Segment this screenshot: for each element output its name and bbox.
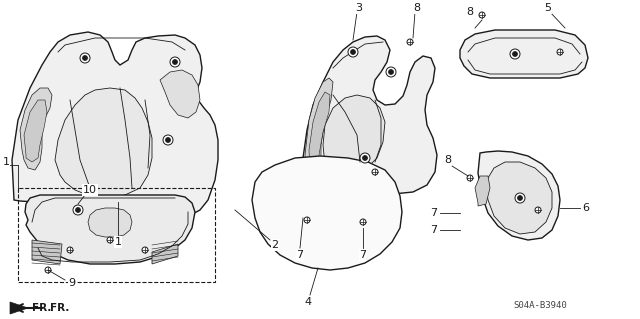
Circle shape — [170, 57, 180, 67]
Text: FR.: FR. — [50, 303, 69, 313]
Text: FR.: FR. — [32, 303, 51, 313]
Text: 1: 1 — [3, 157, 10, 167]
Polygon shape — [460, 30, 588, 78]
Text: 3: 3 — [355, 3, 362, 13]
Polygon shape — [323, 95, 385, 172]
Text: 8: 8 — [467, 7, 474, 17]
Circle shape — [107, 237, 113, 243]
Circle shape — [362, 155, 367, 160]
Polygon shape — [24, 100, 47, 162]
Circle shape — [386, 67, 396, 77]
Polygon shape — [305, 78, 333, 184]
Text: 1: 1 — [115, 237, 122, 247]
Circle shape — [360, 153, 370, 163]
Circle shape — [45, 267, 51, 273]
Circle shape — [351, 49, 355, 55]
Polygon shape — [309, 92, 330, 178]
Polygon shape — [25, 195, 195, 264]
Circle shape — [407, 39, 413, 45]
Circle shape — [515, 193, 525, 203]
Circle shape — [557, 49, 563, 55]
Circle shape — [173, 60, 177, 64]
Polygon shape — [55, 88, 152, 198]
Polygon shape — [10, 302, 28, 314]
Polygon shape — [475, 176, 490, 206]
Circle shape — [513, 51, 518, 56]
Circle shape — [372, 169, 378, 175]
Text: 7: 7 — [431, 208, 438, 218]
Polygon shape — [12, 32, 218, 222]
Polygon shape — [32, 240, 62, 264]
Polygon shape — [20, 88, 52, 170]
Text: 8: 8 — [413, 3, 420, 13]
Polygon shape — [252, 156, 402, 270]
Polygon shape — [478, 151, 560, 240]
Circle shape — [166, 137, 170, 143]
Text: 4: 4 — [305, 297, 312, 307]
Text: 5: 5 — [545, 3, 552, 13]
Polygon shape — [152, 244, 178, 264]
Polygon shape — [485, 162, 552, 234]
Text: S04A-B3940: S04A-B3940 — [513, 301, 567, 310]
Text: 7: 7 — [296, 250, 303, 260]
Circle shape — [467, 175, 473, 181]
Circle shape — [83, 56, 88, 61]
Circle shape — [67, 247, 73, 253]
Text: 9: 9 — [68, 278, 76, 288]
Polygon shape — [160, 70, 200, 118]
Text: 7: 7 — [431, 225, 438, 235]
Circle shape — [510, 49, 520, 59]
Circle shape — [304, 217, 310, 223]
Text: 10: 10 — [83, 185, 97, 195]
Text: 6: 6 — [582, 203, 589, 213]
Circle shape — [360, 219, 366, 225]
Circle shape — [73, 205, 83, 215]
Text: 8: 8 — [444, 155, 452, 165]
Polygon shape — [88, 208, 132, 237]
Circle shape — [348, 47, 358, 57]
Text: 7: 7 — [360, 250, 367, 260]
Polygon shape — [303, 36, 437, 194]
Circle shape — [142, 247, 148, 253]
Circle shape — [76, 207, 81, 212]
Circle shape — [518, 196, 522, 201]
Circle shape — [80, 53, 90, 63]
Text: 2: 2 — [271, 240, 278, 250]
Circle shape — [388, 70, 394, 75]
Circle shape — [479, 12, 485, 18]
Circle shape — [535, 207, 541, 213]
Circle shape — [163, 135, 173, 145]
